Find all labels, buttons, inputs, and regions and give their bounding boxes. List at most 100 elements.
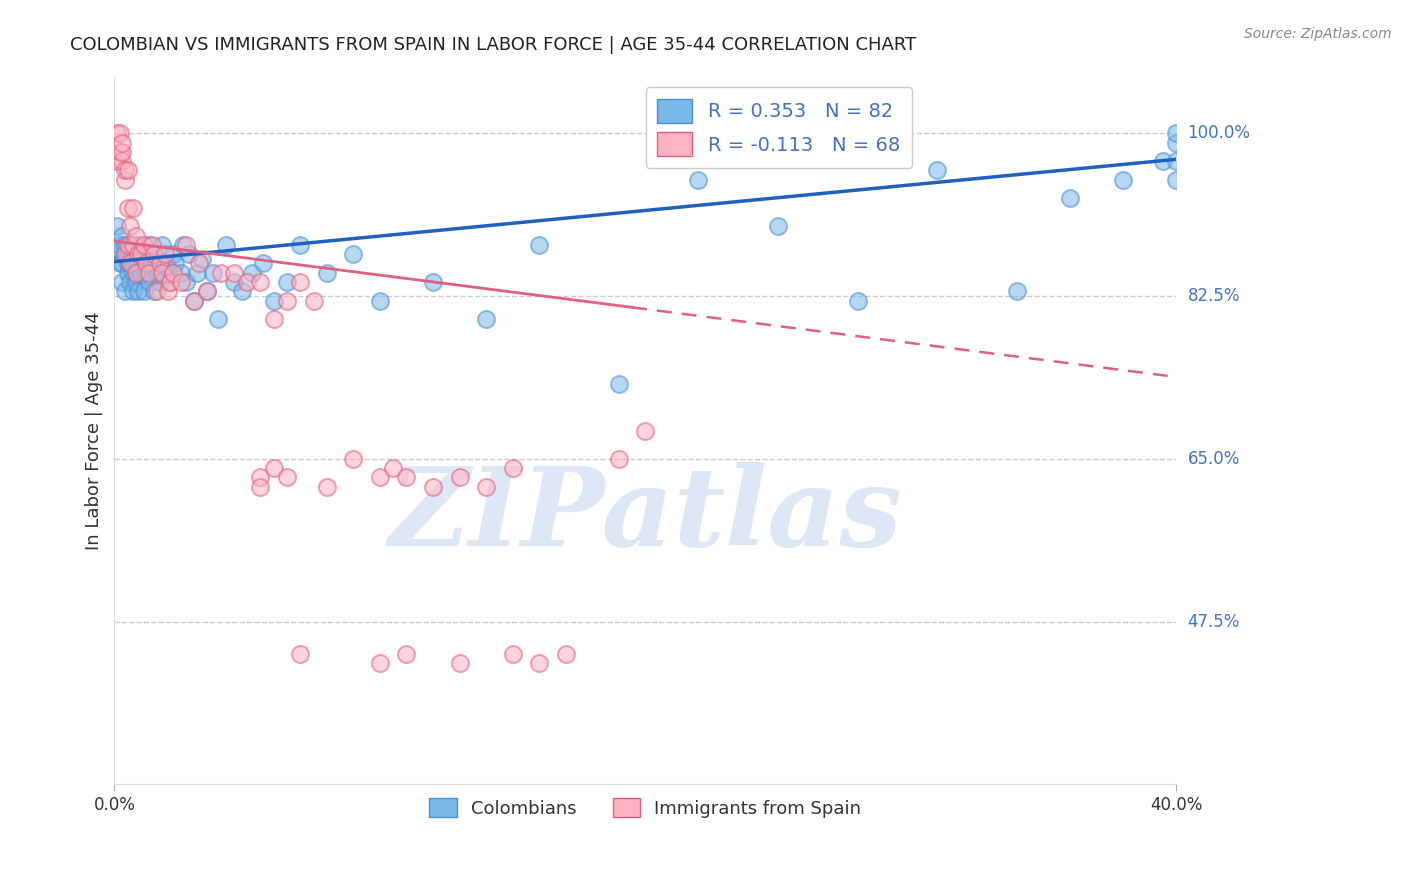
Point xyxy=(135,247,157,261)
Point xyxy=(170,275,193,289)
Point xyxy=(276,275,298,289)
Point xyxy=(127,238,149,252)
Point xyxy=(132,285,155,299)
Point xyxy=(191,252,214,266)
Text: Source: ZipAtlas.com: Source: ZipAtlas.com xyxy=(1244,27,1392,41)
Point xyxy=(276,293,298,308)
Point xyxy=(475,480,498,494)
Point xyxy=(342,451,364,466)
Point xyxy=(156,261,179,276)
Point xyxy=(148,256,170,270)
Point xyxy=(124,247,146,261)
Point xyxy=(183,293,205,308)
Point xyxy=(111,256,134,270)
Point xyxy=(231,285,253,299)
Point xyxy=(162,266,184,280)
Point xyxy=(108,256,131,270)
Point xyxy=(188,256,211,270)
Point xyxy=(114,247,136,261)
Point xyxy=(108,126,131,140)
Point xyxy=(117,266,139,280)
Point xyxy=(132,238,155,252)
Point xyxy=(252,256,274,270)
Point xyxy=(302,293,325,308)
Point xyxy=(122,201,145,215)
Point xyxy=(607,377,630,392)
Point xyxy=(105,154,128,169)
Point xyxy=(143,247,166,261)
Point xyxy=(148,275,170,289)
Point xyxy=(124,275,146,289)
Point xyxy=(290,275,312,289)
Point xyxy=(105,247,128,261)
Point xyxy=(1059,191,1081,205)
Point xyxy=(242,266,264,280)
Point xyxy=(135,256,157,270)
Point xyxy=(209,266,232,280)
Y-axis label: In Labor Force | Age 35-44: In Labor Force | Age 35-44 xyxy=(86,311,103,550)
Point xyxy=(108,243,131,257)
Point xyxy=(449,470,471,484)
Point xyxy=(382,461,405,475)
Point xyxy=(122,256,145,270)
Point xyxy=(395,470,418,484)
Point xyxy=(502,647,524,661)
Point xyxy=(634,424,657,438)
Point xyxy=(368,470,391,484)
Point xyxy=(263,312,285,326)
Point xyxy=(395,647,418,661)
Point xyxy=(342,247,364,261)
Point xyxy=(114,238,136,252)
Point xyxy=(1152,154,1174,169)
Point xyxy=(475,312,498,326)
Point xyxy=(249,480,271,494)
Point xyxy=(162,247,184,261)
Point xyxy=(290,238,312,252)
Text: 100.0%: 100.0% xyxy=(1188,124,1250,142)
Point xyxy=(138,275,160,289)
Point xyxy=(766,219,789,234)
Point xyxy=(108,238,131,252)
Point xyxy=(315,480,337,494)
Point xyxy=(249,275,271,289)
Point xyxy=(165,256,187,270)
Point xyxy=(222,266,245,280)
Point xyxy=(368,657,391,671)
Point xyxy=(1166,136,1188,150)
Point xyxy=(688,173,710,187)
Point xyxy=(222,275,245,289)
Point xyxy=(263,461,285,475)
Point xyxy=(177,247,200,261)
Point xyxy=(114,163,136,178)
Point xyxy=(150,266,173,280)
Point xyxy=(186,266,208,280)
Point xyxy=(122,266,145,280)
Point xyxy=(1166,126,1188,140)
Point xyxy=(368,293,391,308)
Point xyxy=(105,219,128,234)
Point xyxy=(122,285,145,299)
Point xyxy=(150,238,173,252)
Point xyxy=(141,238,163,252)
Point xyxy=(111,136,134,150)
Point xyxy=(135,266,157,280)
Point xyxy=(124,266,146,280)
Point xyxy=(114,173,136,187)
Text: 65.0%: 65.0% xyxy=(1188,450,1240,467)
Point xyxy=(114,285,136,299)
Point xyxy=(111,228,134,243)
Point xyxy=(111,154,134,169)
Point xyxy=(105,126,128,140)
Point xyxy=(846,293,869,308)
Point xyxy=(114,247,136,261)
Point xyxy=(108,145,131,159)
Point xyxy=(146,266,169,280)
Point xyxy=(263,293,285,308)
Point xyxy=(153,247,176,261)
Point xyxy=(927,163,949,178)
Point xyxy=(124,266,146,280)
Point xyxy=(143,247,166,261)
Point xyxy=(159,275,181,289)
Point xyxy=(120,256,142,270)
Point xyxy=(127,247,149,261)
